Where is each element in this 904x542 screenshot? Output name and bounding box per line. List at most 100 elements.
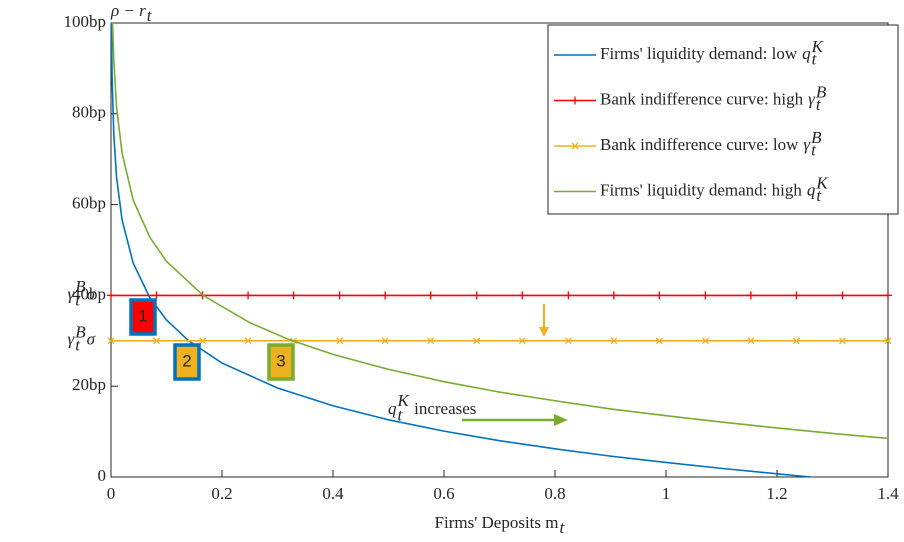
legend-symbol: q Kt xyxy=(807,174,830,205)
number-box xyxy=(173,343,201,381)
legend-label: Bank indifference curve: low xyxy=(600,135,799,154)
legend-symbol: q Kt xyxy=(802,37,825,68)
legend-symbol-sub: t xyxy=(811,141,817,160)
marker xyxy=(289,291,298,300)
legend-marker xyxy=(571,142,579,150)
marker xyxy=(107,337,115,345)
marker xyxy=(473,337,481,345)
x-axis-label: Firms' Deposits m xyxy=(435,513,559,532)
legend-symbol-sup: B xyxy=(816,83,827,102)
legend-label: Bank indifference curve: high xyxy=(600,89,804,108)
marker xyxy=(564,291,573,300)
gamma-low-label: γ Bt σ xyxy=(68,323,96,355)
legend-box xyxy=(547,24,899,215)
marker xyxy=(838,291,847,300)
legend-symbol-sup: B xyxy=(811,128,822,147)
gamma-low-label-sup: B xyxy=(75,323,86,342)
marker xyxy=(655,291,664,300)
legend-symbol-sup: K xyxy=(811,37,825,56)
marker xyxy=(884,337,892,345)
gamma-high-label-base: γ xyxy=(68,284,76,303)
marker xyxy=(381,337,389,345)
legend-symbol: γ Bt xyxy=(803,128,822,159)
marker xyxy=(381,291,390,300)
marker xyxy=(153,337,160,345)
legend-symbol: γ Bt xyxy=(808,83,827,114)
legend-symbol-sub: t xyxy=(812,50,818,69)
marker xyxy=(610,337,618,345)
legend-symbol-base: q xyxy=(802,44,811,63)
marker xyxy=(518,291,527,300)
q-increase-label-sub: t xyxy=(398,406,404,425)
number-box xyxy=(267,343,295,381)
gamma-high-label-sub: t xyxy=(75,290,81,309)
y-tick-label: 80bp xyxy=(72,103,106,122)
x-tick-label: 0 xyxy=(107,484,116,503)
y-tick-label: 40bp xyxy=(72,284,106,303)
marker xyxy=(655,337,663,345)
q-increase-label: q Kt increases xyxy=(388,391,476,425)
marker xyxy=(884,291,892,300)
q-increase-label-sup: K xyxy=(397,391,411,410)
y-tick-label: 20bp xyxy=(72,375,106,394)
gamma-low-label-base: γ xyxy=(68,330,76,349)
x-tick-label: 0.2 xyxy=(211,484,232,503)
legend-marker xyxy=(571,96,579,105)
plot xyxy=(107,22,892,478)
marker xyxy=(244,337,252,345)
x-axis-label-sub: t xyxy=(559,518,565,537)
legend-label: Firms' liquidity demand: high xyxy=(600,180,802,199)
x-tick-label: 0.4 xyxy=(322,484,344,503)
number-box-label: 3 xyxy=(276,351,285,370)
legend-symbol-sup: K xyxy=(815,174,829,193)
marker xyxy=(426,291,435,300)
legend-symbol-base: γ xyxy=(803,135,811,154)
marker xyxy=(472,291,481,300)
number-box-label: 1 xyxy=(138,306,147,325)
marker xyxy=(792,337,800,345)
marker xyxy=(701,291,710,300)
y-axis-label-text: ρ − r xyxy=(110,1,146,20)
marker xyxy=(564,337,572,345)
legend-symbol-sub: t xyxy=(816,95,822,114)
gamma-high-label-sup: B xyxy=(75,277,86,296)
series-line xyxy=(111,22,889,440)
x-tick-label: 0.8 xyxy=(544,484,565,503)
marker xyxy=(839,337,846,345)
x-tick-label: 1.4 xyxy=(877,484,899,503)
gamma-high-label: γ Bt σ xyxy=(68,277,96,309)
legend-label: Firms' liquidity demand: low xyxy=(600,44,798,63)
gamma-low-label-tail: σ xyxy=(87,330,96,349)
y-tick-label: 60bp xyxy=(72,194,106,213)
x-tick-label: 1 xyxy=(662,484,671,503)
legend-symbol-base: γ xyxy=(808,89,816,108)
marker xyxy=(336,337,344,345)
marker xyxy=(518,337,526,345)
y-tick-label: 0 xyxy=(98,466,107,485)
axes-box xyxy=(110,22,889,478)
marker xyxy=(427,337,435,345)
marker xyxy=(107,291,115,300)
q-increase-label-tail: increases xyxy=(410,399,477,418)
marker xyxy=(335,291,344,300)
number-box xyxy=(129,298,157,336)
y-tick-label: 100bp xyxy=(64,12,107,31)
marker xyxy=(152,291,161,300)
marker xyxy=(792,291,801,300)
gamma-high-label-tail: σ xyxy=(87,284,96,303)
x-tick-label: 1.2 xyxy=(766,484,787,503)
marker xyxy=(746,291,755,300)
q-increase-label-base: q xyxy=(388,399,397,418)
marker xyxy=(701,337,709,345)
marker xyxy=(244,291,253,300)
axes: 0 20bp 40bp 60bp 80bp 100bp 0 0.2 0.4 0.6 0.8 1 1.2 1… xyxy=(64,1,900,537)
series-line xyxy=(110,22,811,478)
marker xyxy=(747,337,755,345)
gamma-low-label-sub: t xyxy=(75,336,81,355)
marker xyxy=(199,337,207,345)
y-axis-label-sub: t xyxy=(147,6,153,25)
